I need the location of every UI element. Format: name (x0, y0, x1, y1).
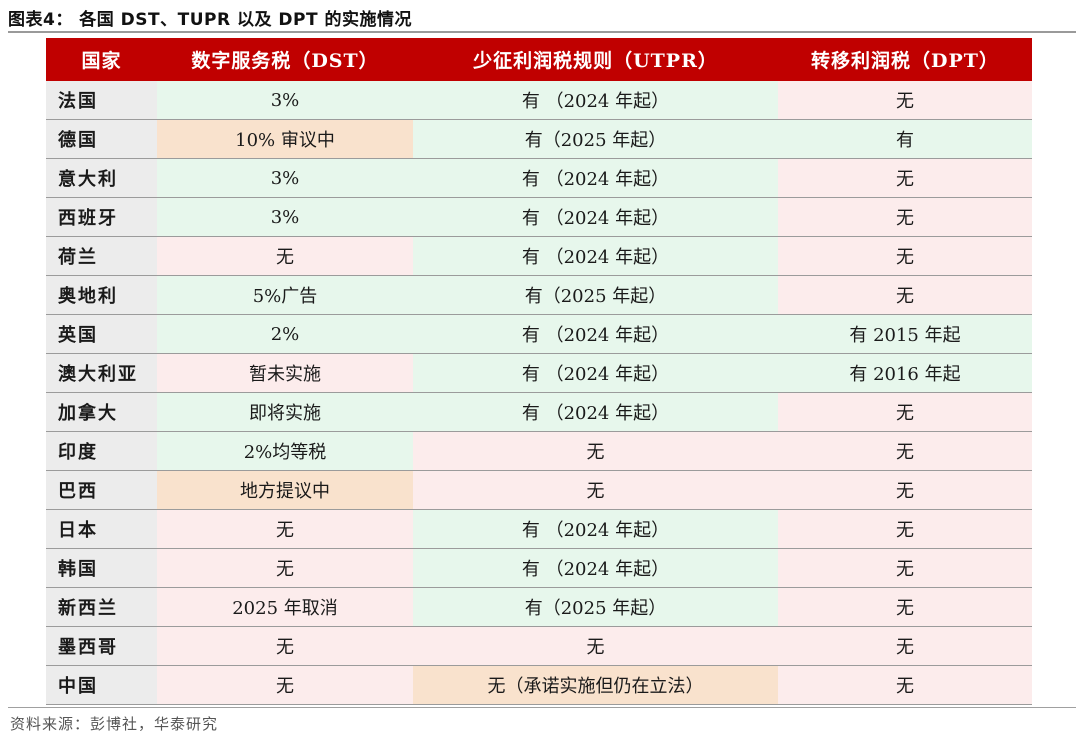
cell-utpr: 有 （2024 年起） (413, 158, 778, 198)
cell-dst: 地方提议中 (157, 470, 413, 510)
table-row: 墨西哥无无无 (46, 626, 1032, 666)
cell-dst: 2025 年取消 (157, 587, 413, 627)
source-note: 资料来源：彭博社，华泰研究 (10, 715, 219, 733)
cell-dpt: 无 (778, 236, 1032, 276)
table-row: 巴西 地方提议中无无 (46, 470, 1032, 510)
cell-dst: 无 (157, 548, 413, 588)
cell-utpr: 有（2025 年起） (413, 587, 778, 627)
cell-utpr: 有 （2024 年起） (413, 314, 778, 354)
cell-dpt: 无 (778, 275, 1032, 315)
cell-utpr: 有 （2024 年起） (413, 81, 778, 120)
cell-dpt: 有 (778, 119, 1032, 159)
cell-utpr: 有（2025 年起） (413, 275, 778, 315)
table-row: 日本无有 （2024 年起）无 (46, 509, 1032, 549)
cell-dpt: 无 (778, 197, 1032, 237)
cell-country: 巴西 (46, 470, 157, 510)
cell-utpr: 有 （2024 年起） (413, 197, 778, 237)
header-dpt: 转移利润税（DPT） (778, 38, 1032, 81)
cell-utpr: 有 （2024 年起） (413, 548, 778, 588)
cell-country: 法国 (46, 81, 157, 120)
table-row: 印度 2%均等税无无 (46, 431, 1032, 471)
table-header-row: 国家 数字服务税（DST） 少征利润税规则（UTPR） 转移利润税（DPT） (46, 38, 1032, 81)
table-row: 新西兰 2025 年取消 有（2025 年起）无 (46, 587, 1032, 627)
cell-dpt: 有 2016 年起 (778, 353, 1032, 393)
cell-country: 意大利 (46, 158, 157, 198)
cell-country: 韩国 (46, 548, 157, 588)
cell-country: 日本 (46, 509, 157, 549)
cell-country: 中国 (46, 665, 157, 705)
cell-country: 澳大利亚 (46, 353, 157, 393)
cell-utpr: 有 （2024 年起） (413, 353, 778, 393)
cell-dst: 即将实施 (157, 392, 413, 432)
figure-title-bar: 图表4： 各国 DST、TUPR 以及 DPT 的实施情况 (8, 4, 1076, 30)
header-dst: 数字服务税（DST） (157, 38, 413, 81)
cell-utpr: 无 (413, 431, 778, 471)
table-row: 西班牙 3% 有 （2024 年起）无 (46, 197, 1032, 237)
cell-dst: 10% 审议中 (157, 119, 413, 159)
cell-dst: 5%广告 (157, 275, 413, 315)
cell-dpt: 无 (778, 509, 1032, 549)
cell-dst: 无 (157, 665, 413, 705)
cell-country: 西班牙 (46, 197, 157, 237)
cell-utpr: 无 (413, 626, 778, 666)
cell-utpr: 有 （2024 年起） (413, 509, 778, 549)
cell-country: 奥地利 (46, 275, 157, 315)
cell-utpr: 有 （2024 年起） (413, 392, 778, 432)
table-row: 韩国无有 （2024 年起）无 (46, 548, 1032, 588)
table-row: 意大利 3% 有 （2024 年起）无 (46, 158, 1032, 198)
cell-dpt: 无 (778, 470, 1032, 510)
table-row: 澳大利亚 暂未实施有 （2024 年起）有 2016 年起 (46, 353, 1032, 393)
cell-dpt: 无 (778, 392, 1032, 432)
cell-utpr: 有（2025 年起） (413, 119, 778, 159)
cell-country: 新西兰 (46, 587, 157, 627)
cell-utpr: 有 （2024 年起） (413, 236, 778, 276)
cell-dst: 2%均等税 (157, 431, 413, 471)
table-row: 奥地利 5%广告 有（2025 年起）无 (46, 275, 1032, 315)
footer-divider (8, 707, 1076, 708)
cell-country: 荷兰 (46, 236, 157, 276)
cell-dpt: 有 2015 年起 (778, 314, 1032, 354)
cell-country: 墨西哥 (46, 626, 157, 666)
cell-dpt: 无 (778, 587, 1032, 627)
cell-dpt: 无 (778, 548, 1032, 588)
tax-comparison-table: 国家 数字服务税（DST） 少征利润税规则（UTPR） 转移利润税（DPT） 法… (46, 38, 1032, 705)
cell-dst: 3% (157, 197, 413, 237)
cell-utpr: 无（承诺实施但仍在立法） (413, 665, 778, 705)
header-country: 国家 (46, 38, 157, 81)
table-row: 法国 3% 有 （2024 年起）无 (46, 81, 1032, 120)
title-divider (8, 31, 1076, 33)
header-utpr: 少征利润税规则（UTPR） (413, 38, 778, 81)
cell-dst: 无 (157, 236, 413, 276)
cell-country: 英国 (46, 314, 157, 354)
cell-country: 德国 (46, 119, 157, 159)
table-row: 加拿大 即将实施有 （2024 年起）无 (46, 392, 1032, 432)
table-row: 德国 10% 审议中 有（2025 年起）有 (46, 119, 1032, 159)
cell-dpt: 无 (778, 626, 1032, 666)
cell-dst: 暂未实施 (157, 353, 413, 393)
cell-dst: 3% (157, 81, 413, 120)
table-body: 法国 3% 有 （2024 年起）无德国 10% 审议中 有（2025 年起）有意大利 3… (46, 81, 1032, 705)
cell-dst: 无 (157, 626, 413, 666)
cell-dst: 3% (157, 158, 413, 198)
figure-title: 图表4： 各国 DST、TUPR 以及 DPT 的实施情况 (8, 9, 412, 30)
cell-dpt: 无 (778, 665, 1032, 705)
table-row: 中国无无（承诺实施但仍在立法）无 (46, 665, 1032, 705)
cell-dpt: 无 (778, 431, 1032, 471)
cell-utpr: 无 (413, 470, 778, 510)
cell-country: 加拿大 (46, 392, 157, 432)
cell-country: 印度 (46, 431, 157, 471)
table-row: 荷兰无有 （2024 年起）无 (46, 236, 1032, 276)
cell-dst: 无 (157, 509, 413, 549)
cell-dst: 2% (157, 314, 413, 354)
cell-dpt: 无 (778, 158, 1032, 198)
cell-dpt: 无 (778, 81, 1032, 120)
table-row: 英国 2% 有 （2024 年起）有 2015 年起 (46, 314, 1032, 354)
